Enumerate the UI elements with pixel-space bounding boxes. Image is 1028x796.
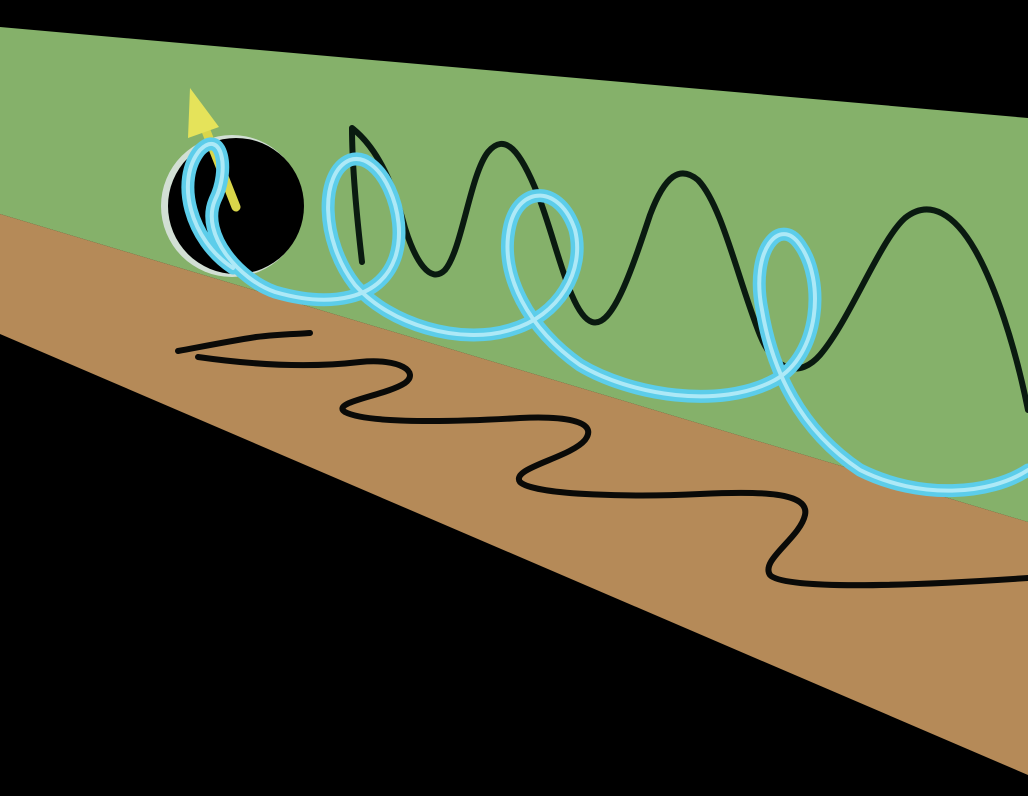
horizontal-plane (0, 214, 1028, 775)
vertical-wave-trace (349, 125, 1028, 413)
helix-wave (181, 137, 1028, 498)
horizontal-wave-trace (175, 330, 1028, 589)
